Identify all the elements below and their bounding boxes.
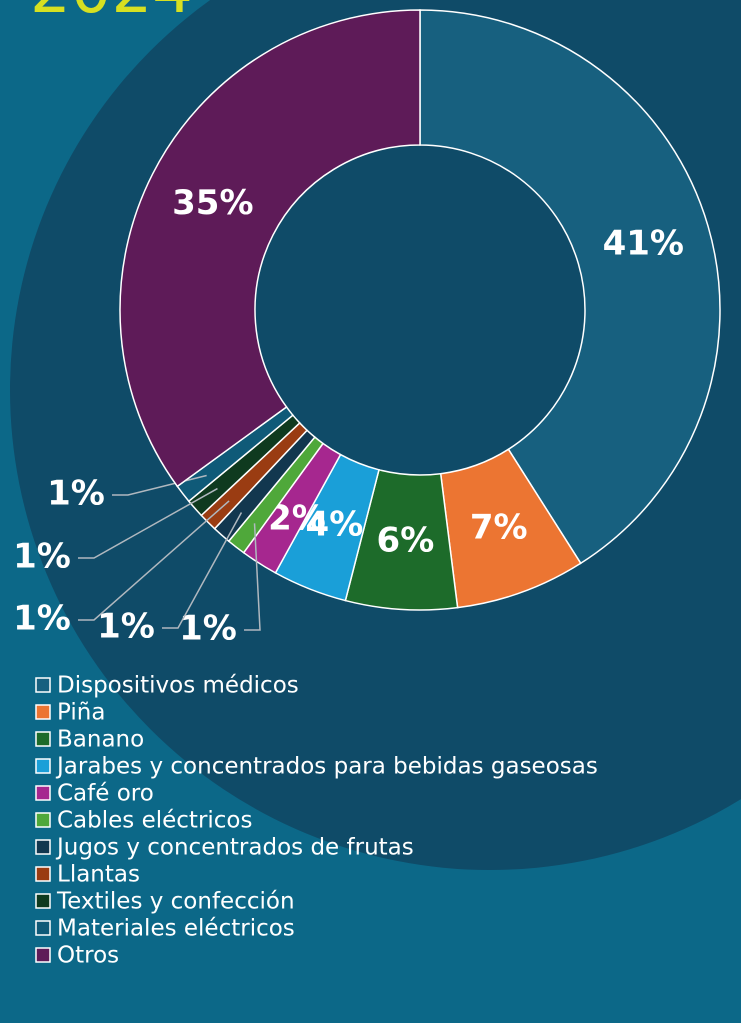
legend-label: Piña bbox=[57, 700, 105, 726]
leader-line bbox=[244, 523, 261, 631]
legend-label: Jarabes y concentrados para bebidas gase… bbox=[55, 754, 598, 780]
legend-swatch bbox=[35, 785, 51, 801]
slice bbox=[119, 9, 421, 488]
chart-title: 2024 bbox=[30, 0, 193, 28]
legend-swatch bbox=[35, 812, 51, 828]
value-label: 6% bbox=[377, 521, 435, 561]
value-label: 1% bbox=[13, 537, 71, 577]
legend-swatch bbox=[35, 920, 51, 936]
slice bbox=[419, 9, 721, 565]
legend-label: Dispositivos médicos bbox=[57, 673, 299, 699]
legend-swatch bbox=[35, 677, 51, 693]
value-label: 1% bbox=[47, 474, 105, 514]
leader-line bbox=[78, 487, 218, 559]
legend-swatch bbox=[35, 704, 51, 720]
value-label: 7% bbox=[470, 507, 528, 547]
value-label: 35% bbox=[172, 183, 253, 223]
leader-line bbox=[78, 500, 230, 621]
legend-swatch bbox=[35, 758, 51, 774]
legend-label: Café oro bbox=[57, 781, 154, 807]
legend-label: Textiles y confección bbox=[56, 889, 295, 915]
legend-swatch bbox=[35, 893, 51, 909]
legend-label: Materiales eléctricos bbox=[57, 916, 295, 942]
legend-swatch bbox=[35, 839, 51, 855]
legend-swatch bbox=[35, 731, 51, 747]
value-label: 41% bbox=[603, 224, 684, 264]
legend-label: Banano bbox=[57, 727, 144, 753]
legend-label: Jugos y concentrados de frutas bbox=[55, 835, 414, 861]
legend-swatch bbox=[35, 947, 51, 963]
value-label: 1% bbox=[97, 607, 155, 647]
legend-swatch bbox=[35, 866, 51, 882]
value-label: 1% bbox=[179, 609, 237, 649]
leader-line bbox=[162, 512, 243, 629]
value-label: 4% bbox=[306, 505, 364, 545]
legend-label: Otros bbox=[57, 943, 119, 969]
legend-label: Cables eléctricos bbox=[57, 808, 253, 834]
value-label: 1% bbox=[13, 599, 71, 639]
legend-label: Llantas bbox=[57, 862, 140, 888]
